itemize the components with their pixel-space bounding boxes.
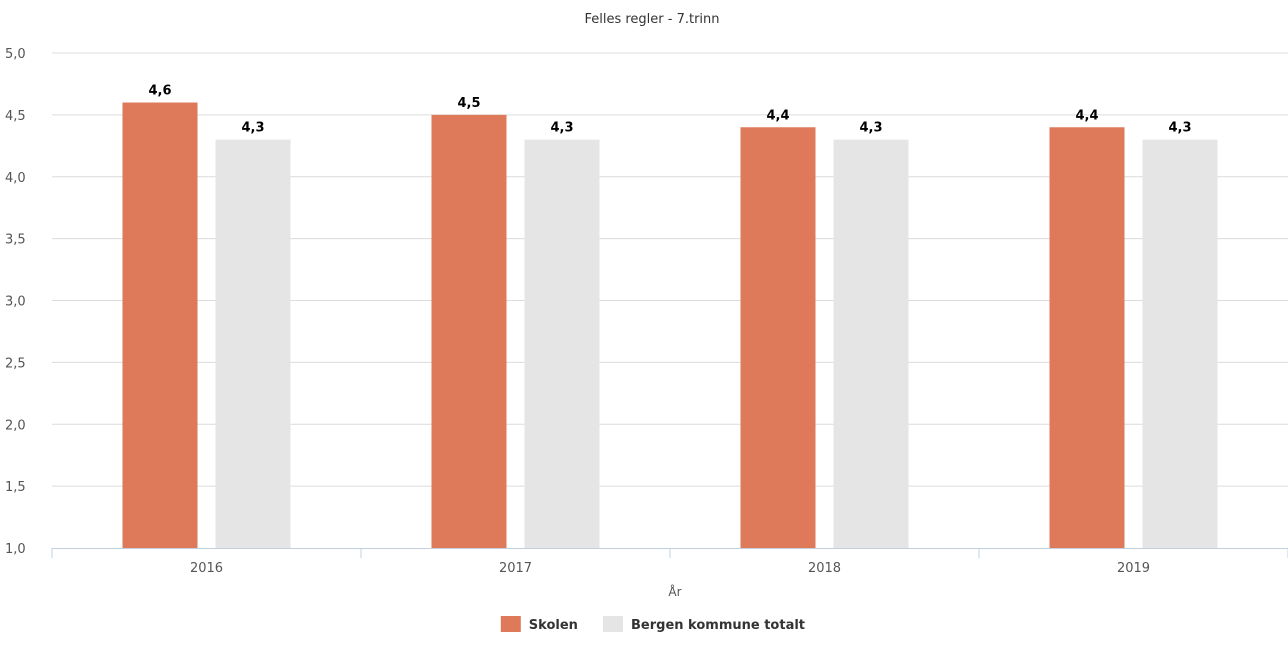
legend-label[interactable]: Skolen — [529, 618, 578, 633]
x-tick-label: 2018 — [808, 561, 841, 576]
x-tick-label: 2016 — [190, 561, 223, 576]
x-axis-label: År — [668, 584, 681, 599]
bar-bergen-kommune-totalt-2016[interactable] — [215, 139, 291, 548]
data-label: 4,3 — [1168, 121, 1191, 136]
y-tick-label: 2,0 — [5, 418, 26, 433]
x-tick-label: 2017 — [499, 561, 532, 576]
bar-skolen-2019[interactable] — [1049, 127, 1125, 548]
legend[interactable]: Skolen Bergen kommune totalt — [500, 616, 805, 633]
y-tick-label: 5,0 — [5, 47, 26, 62]
y-tick-label: 4,5 — [5, 109, 26, 124]
bar-skolen-2017[interactable] — [431, 114, 507, 548]
bar-bergen-kommune-totalt-2019[interactable] — [1142, 139, 1218, 548]
data-label: 4,5 — [457, 96, 480, 111]
bar-bergen-kommune-totalt-2017[interactable] — [524, 139, 600, 548]
legend-swatch — [603, 616, 623, 632]
data-label: 4,3 — [241, 121, 264, 136]
y-tick-label: 1,0 — [5, 542, 26, 557]
bar-skolen-2016[interactable] — [122, 102, 198, 549]
legend-swatch — [500, 616, 521, 632]
legend-label[interactable]: Bergen kommune totalt — [631, 618, 805, 633]
y-tick-label: 3,5 — [5, 233, 26, 248]
y-tick-label: 3,0 — [5, 295, 26, 310]
x-axis: 2016 2017 2018 2019 — [51, 548, 1288, 576]
y-tick-label: 1,5 — [5, 480, 26, 495]
data-label: 4,3 — [859, 121, 882, 136]
data-labels: 4,6 4,3 4,5 4,3 4,4 4,3 4,4 4,3 — [148, 84, 1191, 136]
x-tick-label: 2019 — [1117, 561, 1150, 576]
data-label: 4,3 — [550, 121, 573, 136]
bar-skolen-2018[interactable] — [740, 127, 816, 548]
bar-bergen-kommune-totalt-2018[interactable] — [833, 139, 909, 548]
data-label: 4,4 — [766, 108, 789, 123]
y-tick-label: 4,0 — [5, 171, 26, 186]
bars — [122, 102, 1218, 549]
data-label: 4,6 — [148, 84, 171, 99]
data-label: 4,4 — [1075, 108, 1098, 123]
y-tick-label: 2,5 — [5, 356, 26, 371]
chart-title: Felles regler - 7.trinn — [584, 12, 719, 27]
y-axis: 1,0 1,5 2,0 2,5 3,0 3,5 4,0 4,5 5,0 — [5, 47, 26, 557]
